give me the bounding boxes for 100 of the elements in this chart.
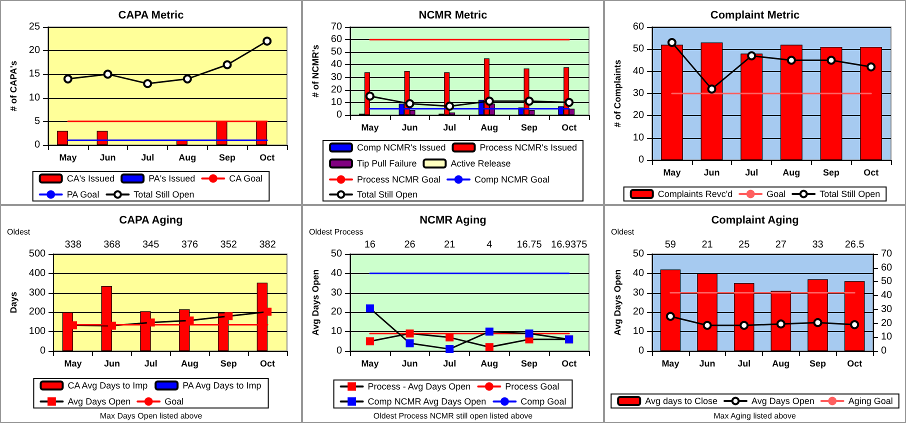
y-tick-label: 60	[632, 22, 644, 32]
point	[564, 98, 574, 107]
text: 368	[104, 240, 121, 250]
legend-label: CA Avg Days to Imp	[68, 380, 148, 390]
y-tick-label: 40	[632, 268, 644, 279]
legend-label: Aging Goal	[848, 396, 893, 406]
text: 16.75	[516, 240, 542, 250]
y-tick-label: 100	[28, 326, 46, 338]
chart-title: CAPA Metric	[118, 10, 184, 22]
y2-tick-label: 50	[881, 276, 893, 288]
legend-label: Comp Goal	[520, 396, 566, 406]
point	[776, 319, 786, 328]
text: 16	[364, 240, 376, 250]
text: 26.5	[844, 240, 865, 250]
y-tick-label: 40	[632, 66, 644, 77]
y-axis-title: Avg Days Open	[310, 269, 320, 336]
x-tick-label: Sep	[219, 152, 236, 162]
point	[850, 320, 860, 330]
text: 382	[259, 240, 276, 250]
text: Oldest Process NCMR still open listed above	[373, 412, 534, 420]
y-tick-label: 30	[632, 287, 644, 298]
y2-tick-label: 70	[881, 248, 893, 260]
y-tick-label: 40	[330, 268, 342, 279]
y2-tick-label: 60	[881, 262, 893, 274]
legend-label: Total Still Open	[134, 190, 194, 200]
point	[63, 74, 72, 84]
point	[405, 99, 414, 108]
x-tick-label: Jul	[738, 358, 751, 368]
x-tick-label: Oct	[260, 152, 275, 162]
chart-title: Complaint Metric	[710, 10, 800, 22]
chart-title: NCMR Aging	[420, 214, 486, 226]
text: 21	[702, 240, 714, 250]
y-tick-label: 50	[632, 248, 644, 260]
y-tick-label: 20	[632, 110, 644, 122]
y2-tick-label: 40	[881, 290, 893, 302]
y-tick-label: 0	[34, 140, 40, 150]
legend-label: Comp NCMR Goal	[474, 174, 550, 184]
x-tick-label: May	[663, 168, 681, 178]
legend-label: Tip Pull Failure	[357, 158, 417, 168]
y-tick-label: 50	[330, 46, 342, 58]
point	[366, 337, 374, 346]
y2-tick-label: 30	[881, 304, 893, 315]
point	[702, 320, 712, 330]
y-tick-label: 0	[336, 110, 342, 120]
point	[826, 56, 836, 65]
legend-label: Total Still Open	[357, 190, 418, 200]
chart-title: NCMR Metric	[418, 10, 488, 22]
y-tick-label: 50	[330, 248, 342, 260]
legend-label: PA's Issued	[148, 174, 196, 184]
x-tick-label: Oct	[260, 358, 276, 368]
point	[264, 308, 272, 316]
point	[222, 60, 232, 70]
y-tick-label: 5	[34, 116, 40, 127]
y-tick-label: 300	[28, 287, 46, 298]
y-tick-label: 0	[40, 346, 46, 356]
bar	[56, 130, 68, 145]
legend-label: CA's Issued	[66, 174, 115, 184]
chart-title: CAPA Aging	[119, 214, 183, 226]
x-tick-label: Sep	[220, 358, 238, 368]
x-tick-label: May	[59, 152, 77, 162]
point	[707, 84, 716, 94]
legend-label: Process Goal	[505, 382, 560, 392]
point	[747, 51, 756, 60]
legend-label: Process - Avg Days Open	[368, 382, 471, 392]
y-tick-label: 25	[28, 22, 40, 32]
legend-label: PA Goal	[66, 190, 100, 200]
y-tick-label: 30	[632, 88, 644, 99]
y2-tick-label: 0	[881, 346, 887, 356]
x-tick-label: Jul	[144, 358, 158, 368]
x-tick-label: Jun	[402, 358, 418, 368]
legend-label: Process NCMR Goal	[357, 174, 441, 184]
y-tick-label: 10	[632, 132, 644, 144]
point	[406, 339, 414, 348]
x-tick-label: Jul	[443, 122, 456, 132]
legend-label: Goal	[766, 189, 786, 199]
x-tick-label: Aug	[782, 168, 800, 178]
text: 352	[220, 240, 238, 250]
legend-label: Avg Days Open	[68, 396, 131, 406]
y-tick-label: 10	[28, 92, 40, 104]
text: Oldest	[611, 228, 635, 236]
y2-tick-label: 20	[881, 318, 893, 329]
text: Max Aging listed above	[714, 412, 796, 420]
text: Oldest	[7, 228, 31, 236]
legend-label: Active Release	[450, 158, 511, 168]
text: 25	[738, 240, 750, 250]
y-tick-label: 20	[28, 45, 40, 56]
point	[366, 304, 374, 312]
text: 21	[444, 240, 456, 250]
y-tick-label: 0	[638, 154, 644, 166]
x-tick-label: Oct	[864, 168, 879, 178]
point	[143, 79, 152, 88]
x-tick-label: Aug	[480, 358, 498, 368]
text: 33	[812, 240, 824, 250]
y-tick-label: 500	[28, 248, 46, 260]
y-tick-label: 20	[330, 306, 342, 318]
x-tick-label: May	[361, 358, 379, 368]
x-tick-label: May	[361, 122, 379, 132]
y-axis-title: Avg Days Open	[612, 269, 622, 336]
x-tick-label: Aug	[480, 122, 498, 132]
legend-label: Complaints Revc'd	[658, 189, 733, 199]
